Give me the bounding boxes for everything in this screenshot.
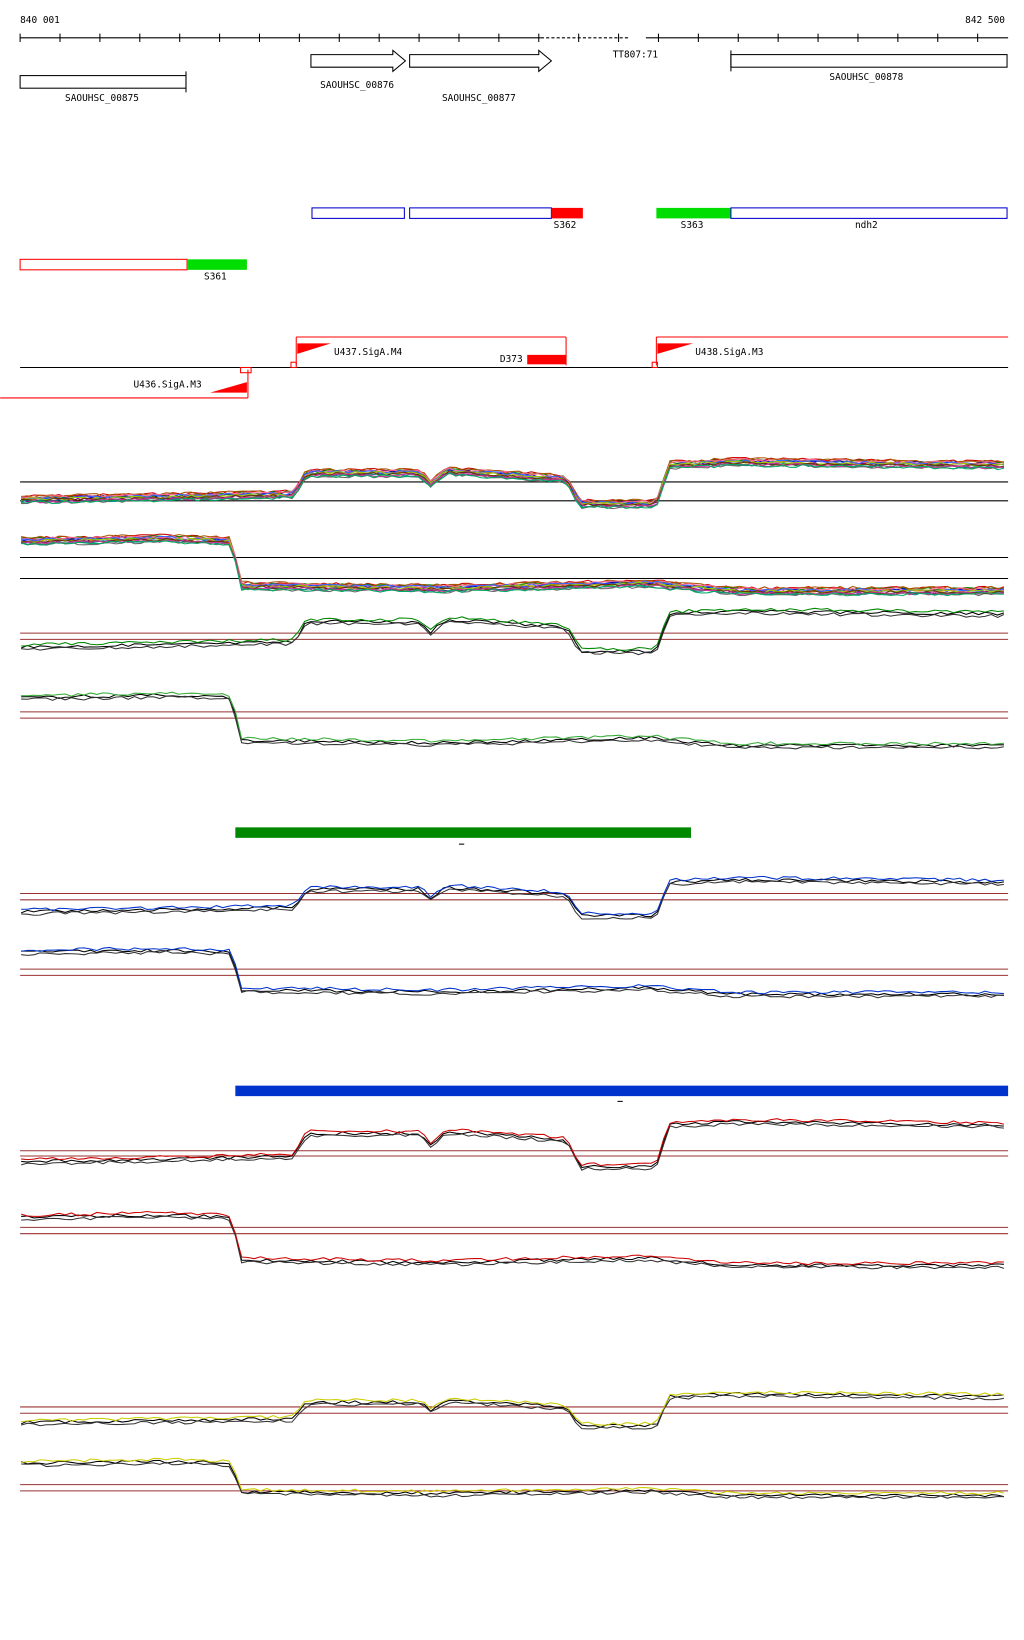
expression-trace — [21, 537, 1004, 595]
segment — [409, 207, 552, 219]
segment — [311, 207, 405, 219]
expression-trace — [21, 1461, 1004, 1500]
expression-trace — [21, 462, 1004, 508]
expression-trace — [21, 539, 1004, 597]
promoter-label: U438.SigA.M3 — [695, 347, 763, 358]
expression-trace — [21, 539, 1004, 596]
expression-trace — [21, 1118, 1005, 1167]
ruler-ticks — [19, 33, 979, 42]
expression-trace — [21, 464, 1005, 510]
expression-trace — [21, 950, 1004, 999]
expression-trace — [21, 1394, 1004, 1430]
expression-trace — [21, 535, 1004, 592]
segment-fill — [656, 207, 731, 219]
promoter-label: U437.SigA.M4 — [334, 347, 403, 358]
gene-box — [730, 54, 1008, 68]
expression-trace — [21, 875, 1004, 916]
ruler-end: 842 500 — [965, 15, 1005, 26]
condition-bar — [235, 827, 692, 838]
gene-label: SAOUHSC_00877 — [442, 93, 516, 104]
expression-trace — [21, 946, 1004, 995]
segment-label: S363 — [681, 220, 704, 231]
condition-bar — [235, 1085, 1009, 1097]
expression-trace — [21, 1390, 1005, 1426]
expression-trace — [21, 1457, 1005, 1496]
expression-trace — [21, 1215, 1005, 1270]
expression-trace — [20, 609, 1005, 653]
gene-label: SAOUHSC_00878 — [829, 72, 903, 83]
promoter-flag — [210, 382, 247, 393]
gene-label: SAOUHSC_00875 — [65, 93, 139, 104]
expression-trace — [20, 1392, 1004, 1428]
segment-label: ndh2 — [855, 220, 878, 231]
terminator-label: TT807:71 — [613, 50, 659, 61]
expression-tracks — [20, 457, 1009, 1500]
expression-trace — [21, 463, 1004, 510]
segment-fill — [551, 207, 583, 219]
segment — [730, 207, 1008, 219]
expression-trace — [20, 877, 1004, 918]
promoter-flag — [297, 343, 331, 354]
promoter-box — [240, 366, 252, 374]
ruler: 840 001 842 500 — [19, 15, 1009, 42]
expression-trace — [21, 691, 1004, 746]
expression-trace — [21, 1122, 1004, 1171]
expression-trace — [21, 1120, 1004, 1169]
gene-box — [19, 75, 187, 89]
expression-trace — [21, 1210, 1004, 1266]
ruler-start: 840 001 — [20, 15, 60, 26]
annotation-genes: SAOUHSC_00875 SAOUHSC_00876 SAOUHSC_0087… — [19, 49, 1008, 104]
expression-trace — [21, 535, 1004, 592]
promoter-label: D373 — [500, 354, 523, 365]
promoter-fill — [527, 354, 567, 365]
promoter-label: U436.SigA.M3 — [133, 379, 201, 390]
segment-fill — [187, 259, 247, 270]
expression-trace — [21, 948, 1004, 997]
segment — [19, 258, 188, 271]
expression-trace — [21, 879, 1004, 920]
segments: S362 S363 ndh2 S361 — [19, 207, 1008, 282]
expression-trace — [21, 534, 1004, 591]
promoters: U437.SigA.M4 D373 U438.SigA.M3 U436.SigA… — [0, 336, 1009, 399]
gene-arrow — [310, 49, 407, 73]
expression-trace — [21, 695, 1004, 750]
promoter-box — [651, 361, 658, 369]
expression-trace — [21, 1213, 1004, 1268]
expression-trace — [21, 693, 1004, 748]
expression-trace — [21, 607, 1004, 651]
gene-label: SAOUHSC_00876 — [320, 80, 394, 91]
gene-arrow — [409, 49, 553, 73]
segment-label: S361 — [204, 271, 227, 282]
promoter-flag — [657, 343, 694, 354]
segment-label: S362 — [554, 220, 577, 231]
promoter-box — [290, 361, 297, 369]
expression-trace — [21, 611, 1005, 656]
expression-trace — [21, 540, 1004, 597]
expression-trace — [21, 457, 1005, 503]
expression-trace — [21, 533, 1005, 591]
